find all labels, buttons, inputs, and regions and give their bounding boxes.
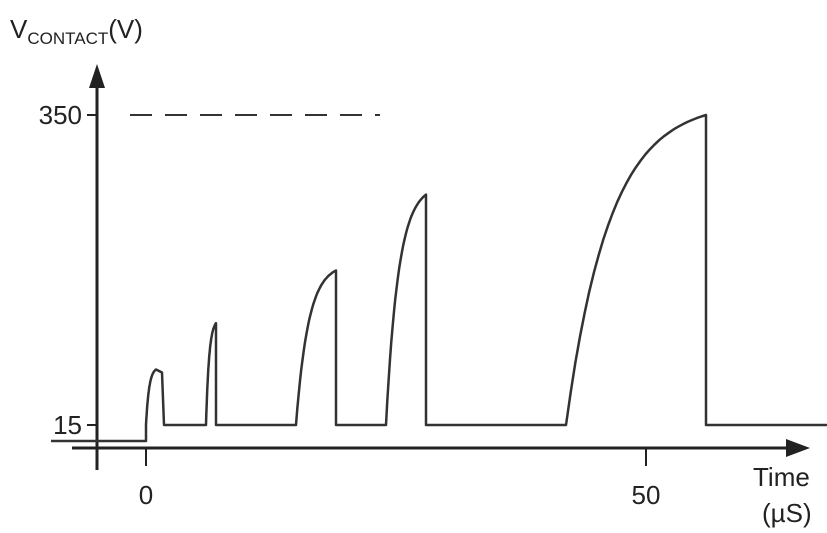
waveform-line — [51, 113, 827, 443]
x-tick-label: 0 — [139, 480, 153, 510]
y-tick-label: 350 — [39, 100, 82, 130]
y-axis-title-sub: CONTACT — [27, 29, 108, 48]
y-axis-title-unit: (V) — [108, 14, 143, 44]
x-axis-title-line2: (µS) — [762, 498, 812, 528]
axes — [72, 64, 810, 470]
y-axis-arrow — [89, 64, 105, 88]
ticks: 05010015350 — [39, 100, 661, 510]
x-axis-title-line1: Time — [753, 462, 810, 492]
y-axis-title: VCONTACT(V) — [10, 14, 143, 48]
series — [51, 113, 827, 443]
y-axis-title-main: V — [10, 14, 28, 44]
y-tick-label: 15 — [53, 410, 82, 440]
x-axis-arrow — [786, 439, 810, 457]
x-tick-label: 50 — [632, 480, 661, 510]
